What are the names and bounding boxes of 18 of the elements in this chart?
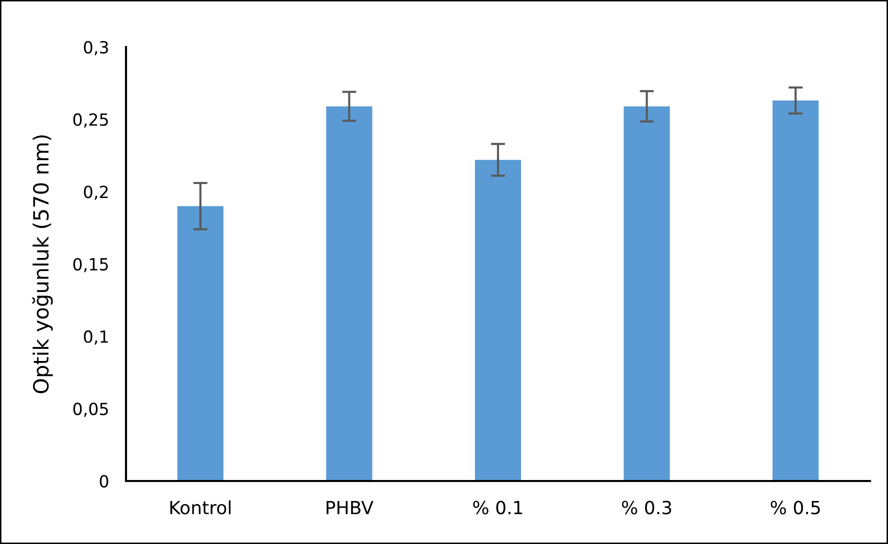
x-tick-label: Kontrol [170,500,230,514]
y-tick-label: 0,25 [73,113,108,128]
bar [772,100,819,481]
x-tick-label: % 0.1 [473,500,522,514]
x-tick-label: % 0.5 [770,500,820,514]
y-axis-title: Optik yoğunluk (570 nm) [32,135,53,394]
y-tick-label: 0,15 [73,258,108,272]
bar [624,106,670,481]
bar [177,206,224,481]
y-tick-label: 0,1 [84,330,108,345]
y-tick-label: 0 [100,474,108,488]
x-tick-label: % 0.3 [622,500,672,514]
y-tick-label: 0,2 [84,186,108,200]
y-tick-label: 0,05 [73,402,108,417]
bar [326,106,372,481]
x-tick-label: PHBV [326,501,374,514]
y-tick-label: 0,3 [84,40,108,56]
bar [474,160,522,481]
